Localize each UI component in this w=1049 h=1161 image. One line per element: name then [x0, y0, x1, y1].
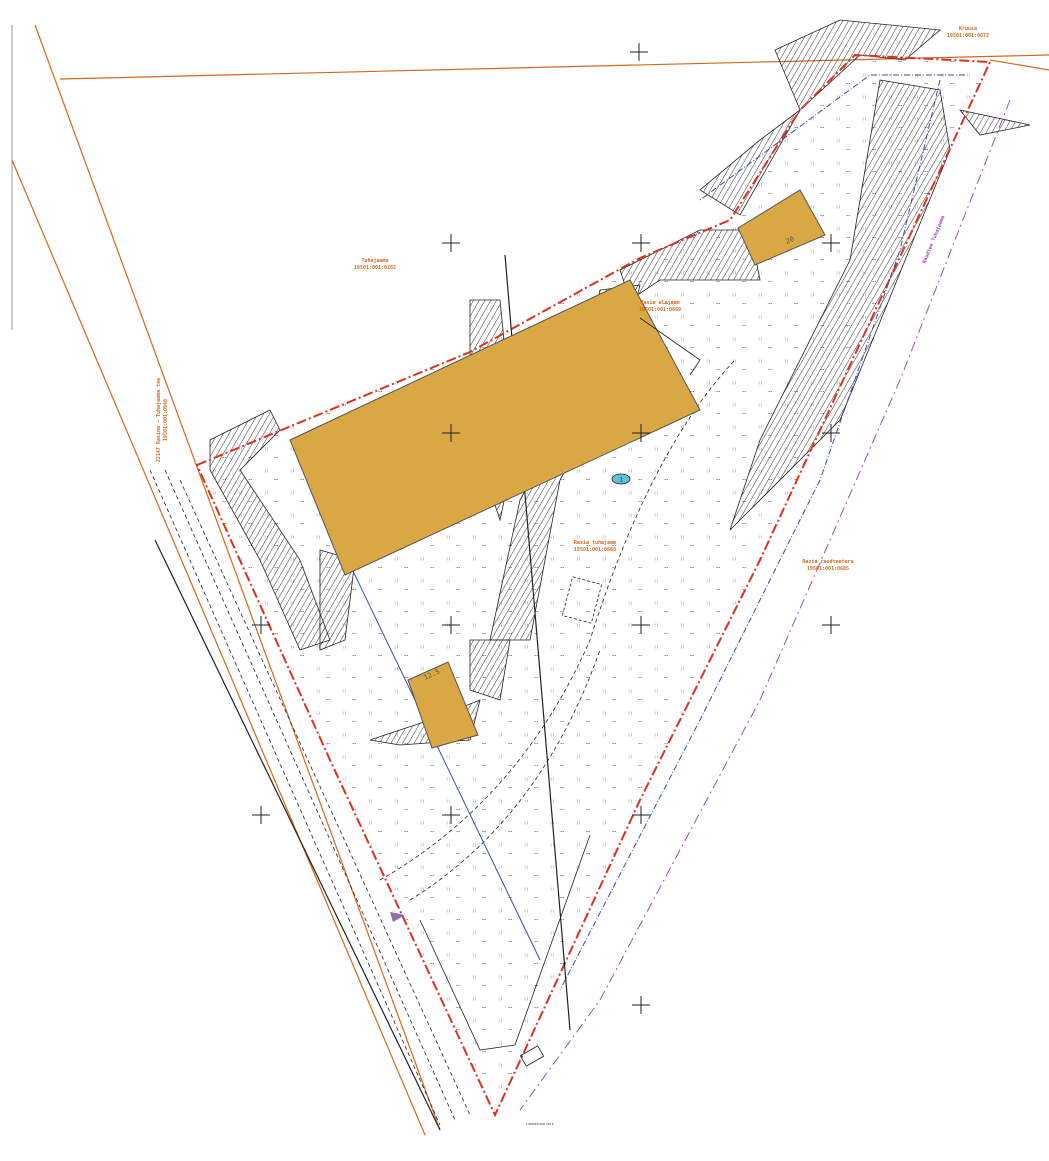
parcel-line: [34, 24, 441, 1131]
parcel-name: Kruusa: [959, 26, 977, 32]
parcel-id: 19501:001:0669: [639, 307, 681, 313]
railway-line: [519, 99, 1011, 1111]
boundary: [195, 53, 992, 1118]
pad-label: 20: [784, 235, 795, 246]
railway-label: Raudtee Tuhajaama: [921, 214, 947, 264]
marker-label: 1: [619, 477, 623, 484]
parcel-name: Rasia raudteetaru: [802, 559, 853, 565]
structures: [419, 317, 701, 1067]
grid-crosses: [252, 43, 840, 1014]
storage-pad: [407, 661, 479, 749]
road-name: 22147 Rasina - Tuhajaama tee: [155, 378, 162, 462]
parcel-line: [989, 59, 1049, 71]
road-id: 19501:001:0948: [163, 399, 169, 441]
note: Ladustusplats: [526, 1122, 553, 1126]
marker: [611, 473, 631, 485]
parcel-id: 19501:001:0685: [807, 566, 849, 572]
road-edge: [154, 539, 441, 1131]
utility-line: [699, 74, 965, 201]
parcel-id: 19501:001:0668: [574, 547, 616, 553]
storage-pad: [737, 189, 826, 266]
utility-line: [559, 79, 941, 991]
parcel-id: 19501:001:0282: [354, 265, 396, 271]
road-edges: [149, 359, 736, 1126]
survey-points: [197, 55, 990, 1115]
parcel-line: [11, 159, 426, 1136]
parcel-name: Rasia tuhajaam: [574, 539, 616, 546]
storage-pad: [289, 279, 701, 576]
parcel-id: 19501:001:0672: [947, 33, 989, 39]
parcel-name: Rasia alajaam: [640, 299, 679, 306]
survey-point: [390, 912, 405, 922]
parcel-name: Tuhajaama: [361, 257, 388, 264]
